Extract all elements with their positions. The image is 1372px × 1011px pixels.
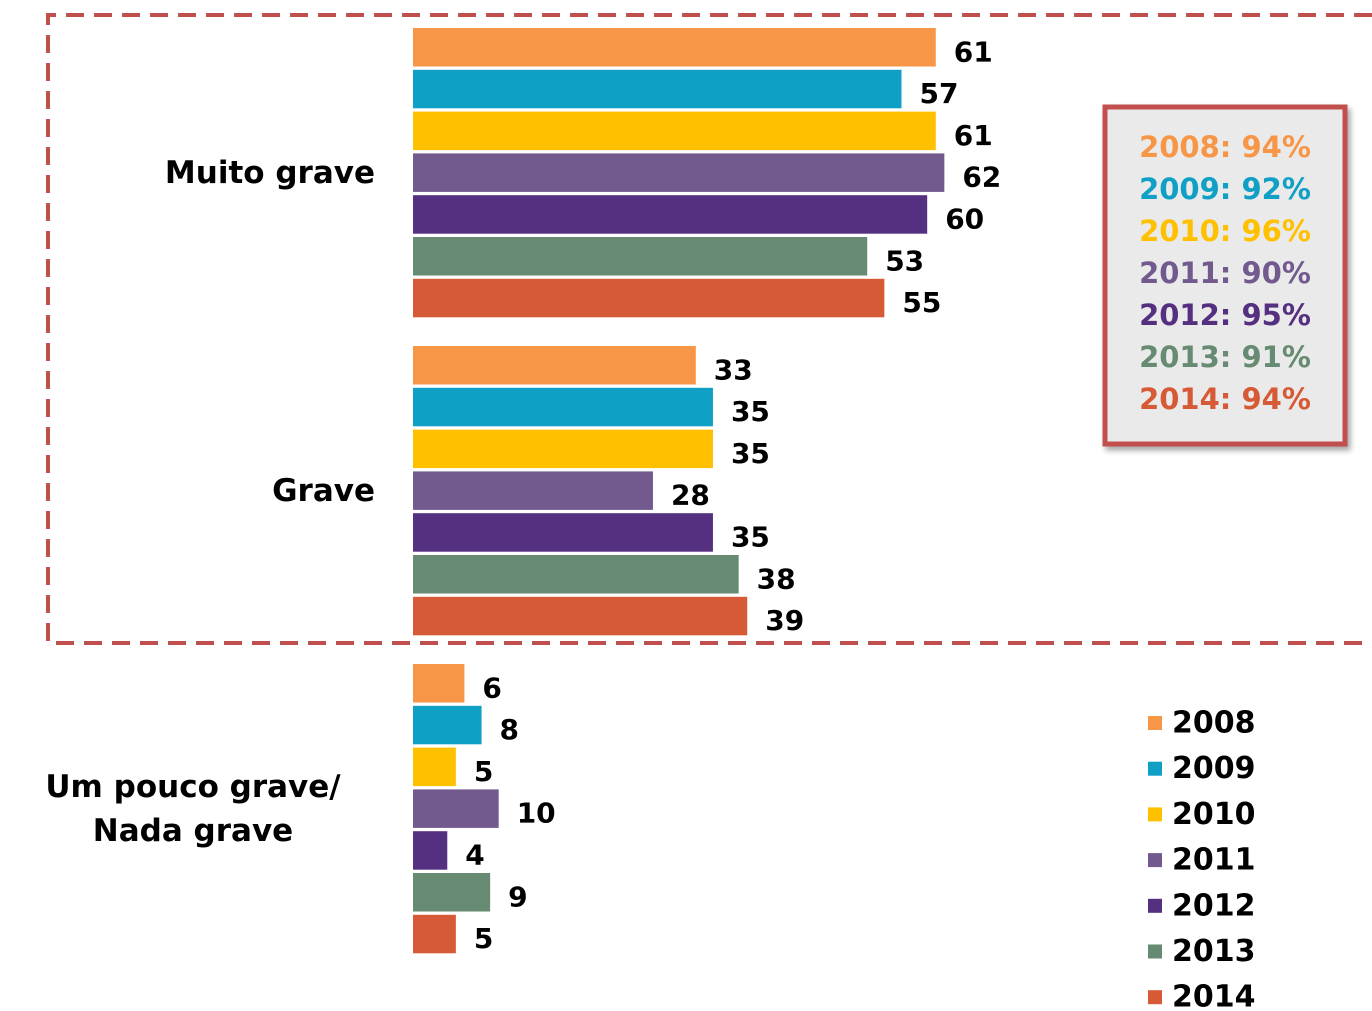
bar: [413, 831, 448, 870]
bar: [413, 873, 491, 912]
legend-swatch: [1148, 761, 1162, 776]
value-label: 60: [945, 202, 984, 235]
value-label: 38: [757, 562, 796, 595]
bar: [413, 664, 465, 703]
value-label: 53: [885, 244, 924, 277]
bar: [413, 471, 653, 510]
value-label: 28: [671, 479, 710, 512]
value-label: 35: [731, 395, 770, 428]
value-label: 5: [474, 755, 493, 788]
value-label: 8: [500, 713, 519, 746]
summary-text: 2008: 94%: [1139, 130, 1311, 164]
bar: [413, 387, 713, 427]
legend-swatch: [1148, 898, 1162, 913]
legend-label: 2013: [1172, 934, 1256, 969]
value-label: 55: [902, 286, 941, 319]
bar: [413, 596, 748, 636]
bar: [413, 747, 456, 787]
legend-swatch: [1148, 853, 1162, 868]
category-label: Muito grave: [165, 155, 375, 191]
summary-text: 2010: 96%: [1139, 214, 1311, 248]
summary-box: [1102, 104, 1348, 447]
value-label: 57: [919, 77, 958, 110]
legend-swatch: [1148, 944, 1162, 959]
legend-swatch: [1148, 807, 1162, 822]
value-label: 6: [482, 671, 501, 704]
legend-label: 2010: [1172, 797, 1256, 832]
legend-label: 2009: [1172, 751, 1256, 786]
summary-text: 2009: 92%: [1139, 172, 1311, 206]
bar: [413, 111, 936, 151]
legend-swatch: [1148, 716, 1162, 730]
summary-text: 2012: 95%: [1139, 298, 1311, 332]
bar: [413, 278, 885, 318]
value-label: 10: [517, 797, 556, 830]
bar: [413, 346, 696, 385]
summary-text: 2011: 90%: [1139, 256, 1311, 290]
bar: [413, 429, 713, 469]
category-label: Nada grave: [93, 813, 293, 849]
legend-label: 2011: [1172, 843, 1256, 878]
bar: [413, 513, 713, 552]
value-label: 33: [714, 353, 753, 386]
bar: [413, 153, 945, 192]
value-label: 4: [465, 838, 484, 871]
value-label: 62: [962, 161, 1001, 194]
legend-label: 2012: [1172, 888, 1256, 923]
bar: [413, 705, 482, 745]
summary-text: 2014: 94%: [1139, 382, 1311, 416]
value-label: 61: [954, 35, 993, 68]
bar: [413, 237, 868, 276]
value-label: 35: [731, 520, 770, 553]
value-label: 35: [731, 437, 770, 470]
bar: [413, 195, 928, 234]
legend-swatch: [1148, 990, 1162, 1005]
bar: [413, 789, 499, 828]
bar: [413, 555, 739, 594]
bar: [413, 914, 456, 954]
legend-label: 2008: [1172, 706, 1256, 741]
highlight-frame: [46, 13, 1372, 645]
value-label: 39: [765, 604, 804, 637]
category-label: Um pouco grave/: [45, 769, 341, 805]
value-label: 5: [474, 922, 493, 955]
summary-text: 2013: 91%: [1139, 340, 1311, 374]
value-label: 61: [954, 119, 993, 152]
bar: [413, 28, 936, 67]
category-label: Grave: [272, 473, 375, 509]
value-label: 9: [508, 880, 527, 913]
legend-label: 2014: [1172, 980, 1256, 1011]
bar: [413, 69, 902, 109]
